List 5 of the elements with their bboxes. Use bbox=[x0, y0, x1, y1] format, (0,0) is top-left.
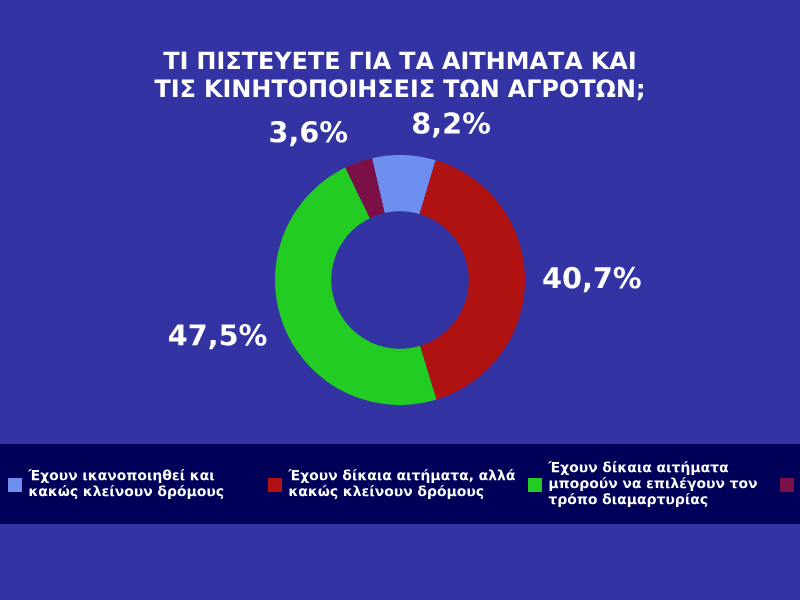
data-label: 40,7% bbox=[543, 266, 641, 293]
data-label: 47,5% bbox=[169, 324, 267, 350]
chart-title: ΤΙ ΠΙΣΤΕΥΕΤΕ ΓΙΑ ΤΑ ΑΙΤΗΜΑΤΑ ΚΑΙ ΤΙΣ ΚΙΝΗΤΟΠΟΙΗΣΕΙΣ ΤΩΝ ΑΓΡΟΤΩΝ; bbox=[154, 51, 643, 101]
data-label: 3,6% bbox=[270, 120, 348, 147]
data-label: 8,2% bbox=[413, 112, 490, 138]
